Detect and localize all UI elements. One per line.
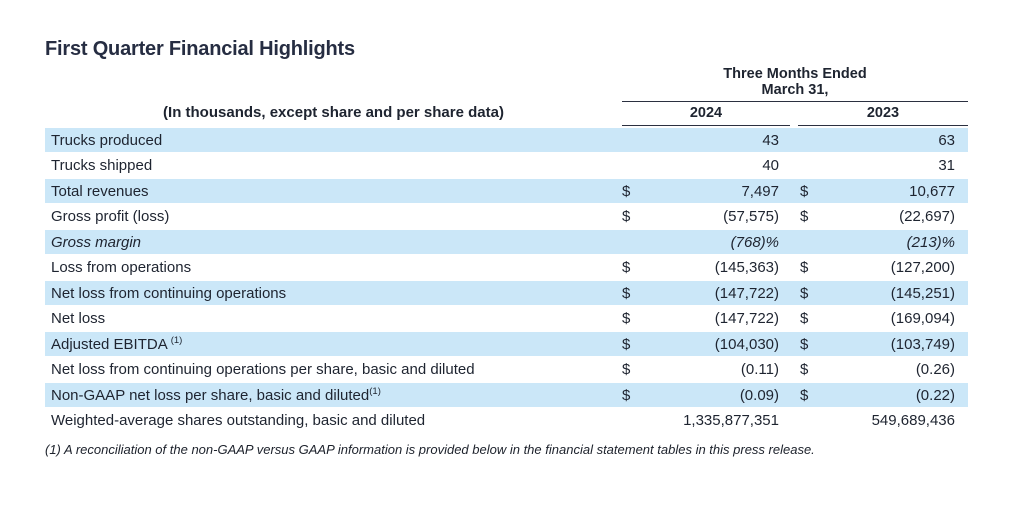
dollar-2023: $ <box>800 259 809 276</box>
value-2023: (145,251) <box>890 284 955 302</box>
dollar-2023: $ <box>800 208 809 225</box>
value-2024: 7,497 <box>741 182 779 200</box>
column-gap <box>790 105 798 126</box>
value-2023: 63 <box>938 131 955 149</box>
dollar-2023: $ <box>800 335 809 353</box>
row-label: Adjusted EBITDA <box>51 335 168 353</box>
value-2024: 40 <box>762 157 779 174</box>
value-2023: (22,697) <box>899 208 955 225</box>
row-label: Net loss <box>51 310 106 327</box>
table-row: Net loss from continuing operations per … <box>45 358 968 382</box>
row-label: Trucks produced <box>51 131 163 149</box>
value-2024: 43 <box>762 131 779 149</box>
table-row: Total revenues $ 7,497 $ 10,677 <box>45 179 968 203</box>
year-columns: 2024 2023 <box>622 102 968 126</box>
footnote-marker: (1) <box>369 386 381 397</box>
table-row: Non-GAAP net loss per share, basic and d… <box>45 383 968 407</box>
column-header-2023: 2023 <box>798 105 968 126</box>
period-header-line1: Three Months Ended <box>723 66 867 82</box>
units-note: (In thousands, except share and per shar… <box>163 104 504 121</box>
dollar-2024: $ <box>622 335 631 353</box>
row-label: Total revenues <box>51 182 149 200</box>
value-2023: (213)% <box>906 233 955 251</box>
value-2024: (147,722) <box>714 284 779 302</box>
row-label: Trucks shipped <box>51 157 153 174</box>
value-2023: (103,749) <box>890 335 955 353</box>
table-row: Gross margin (768)% (213)% <box>45 230 968 254</box>
dollar-2024: $ <box>622 284 631 302</box>
row-label: Net loss from continuing operations <box>51 284 287 302</box>
value-2023: 549,689,436 <box>871 412 955 429</box>
dollar-2023: $ <box>800 386 809 404</box>
dollar-2024: $ <box>622 208 631 225</box>
value-2023: (0.22) <box>915 386 955 404</box>
row-label: Non-GAAP net loss per share, basic and d… <box>51 386 370 404</box>
value-2024: (147,722) <box>714 310 779 327</box>
page-title: First Quarter Financial Highlights <box>45 38 355 60</box>
table-row: Loss from operations $ (145,363) $ (127,… <box>45 256 968 280</box>
dollar-2024: $ <box>622 310 631 327</box>
table-row: Net loss from continuing operations $ (1… <box>45 281 968 305</box>
column-header-2024: 2024 <box>622 105 790 126</box>
table-row: Adjusted EBITDA (1) $ (104,030) $ (103,74… <box>45 332 968 356</box>
footnote-marker: (1) <box>170 335 183 346</box>
dollar-2023: $ <box>800 361 809 378</box>
row-label: Gross margin <box>51 233 142 251</box>
table-header: (In thousands, except share and per shar… <box>45 66 968 126</box>
financial-highlights-table: (In thousands, except share and per shar… <box>45 66 968 457</box>
period-header: Three Months Ended March 31, <box>622 66 968 102</box>
table-row: Weighted-average shares outstanding, bas… <box>45 409 968 433</box>
value-2024: (0.09) <box>739 386 779 404</box>
footnote: (1) A reconciliation of the non-GAAP ver… <box>45 441 815 457</box>
value-2024: (0.11) <box>740 361 779 378</box>
table-row: Trucks shipped 40 31 <box>45 154 968 178</box>
dollar-2024: $ <box>622 259 631 276</box>
value-2023: (0.26) <box>915 361 955 378</box>
row-label: Weighted-average shares outstanding, bas… <box>51 412 426 429</box>
value-2024: 1,335,877,351 <box>683 412 779 429</box>
period-header-line2: March 31, <box>761 82 829 98</box>
table-row: Trucks produced 43 63 <box>45 128 968 152</box>
dollar-2024: $ <box>622 361 631 378</box>
value-2024: (57,575) <box>723 208 779 225</box>
table-body: Trucks produced 43 63 Trucks shipped 40 … <box>45 128 968 433</box>
row-label: Loss from operations <box>51 259 192 276</box>
dollar-2023: $ <box>800 284 809 302</box>
dollar-2024: $ <box>622 182 631 200</box>
dollar-2024: $ <box>622 386 631 404</box>
row-label: Gross profit (loss) <box>51 208 170 225</box>
value-2024: (145,363) <box>714 259 779 276</box>
dollar-2023: $ <box>800 182 809 200</box>
value-2024: (104,030) <box>714 335 779 353</box>
value-2023: (169,094) <box>890 310 955 327</box>
table-row: Net loss $ (147,722) $ (169,094) <box>45 307 968 331</box>
row-label: Net loss from continuing operations per … <box>51 361 475 378</box>
value-2024: (768)% <box>730 233 779 251</box>
value-2023: 31 <box>938 157 955 174</box>
table-row: Gross profit (loss) $ (57,575) $ (22,697… <box>45 205 968 229</box>
value-2023: (127,200) <box>890 259 955 276</box>
value-2023: 10,677 <box>909 182 955 200</box>
dollar-2023: $ <box>800 310 809 327</box>
